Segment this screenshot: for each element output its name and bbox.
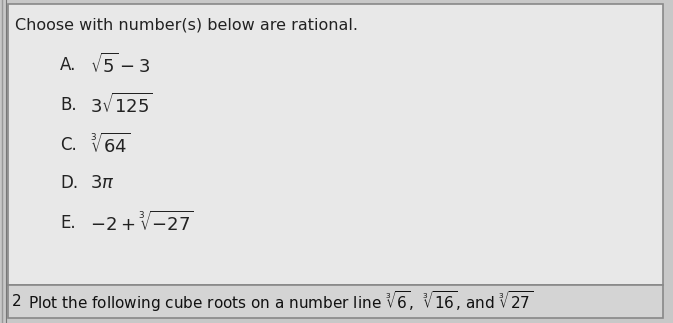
Text: A.: A. (60, 56, 76, 74)
Bar (8, 285, 663, 318)
Text: C.: C. (60, 136, 77, 154)
Text: B.: B. (60, 96, 77, 114)
Text: $-2+\sqrt[3]{-27}$: $-2+\sqrt[3]{-27}$ (90, 211, 194, 235)
Text: $\sqrt[3]{64}$: $\sqrt[3]{64}$ (90, 133, 131, 157)
Text: 2: 2 (12, 295, 22, 309)
Text: $3\sqrt{125}$: $3\sqrt{125}$ (90, 93, 153, 117)
Text: D.: D. (60, 174, 78, 192)
Bar (8, 4, 663, 285)
Text: $3\pi$: $3\pi$ (90, 174, 114, 192)
Text: $\sqrt{5}-3$: $\sqrt{5}-3$ (90, 53, 151, 77)
Text: Plot the following cube roots on a number line $\sqrt[3]{6}$,  $\sqrt[3]{16}$, a: Plot the following cube roots on a numbe… (28, 289, 534, 315)
Text: Choose with number(s) below are rational.: Choose with number(s) below are rational… (15, 18, 358, 33)
Text: E.: E. (60, 214, 75, 232)
